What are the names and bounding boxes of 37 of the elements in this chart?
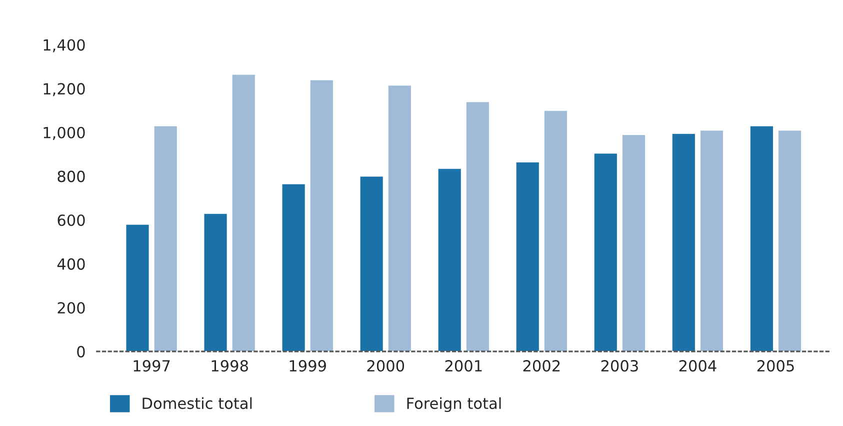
x-tick-label: 2000	[367, 360, 404, 372]
bar	[700, 130, 724, 352]
y-tick-label: 1,200	[44, 83, 85, 96]
x-tick-label: 1998	[212, 360, 248, 372]
x-tick-label: 2001	[445, 360, 482, 372]
bar	[153, 125, 178, 352]
bar	[622, 134, 646, 352]
legend-label: Domestic total	[142, 397, 252, 410]
x-tick-label: 2005	[757, 360, 794, 372]
bar	[750, 125, 774, 352]
bar	[594, 152, 618, 352]
y-tick-label: 400	[57, 258, 85, 270]
x-tick-label: 2004	[679, 360, 716, 372]
bar	[388, 84, 412, 352]
bar	[466, 101, 490, 352]
bar	[232, 74, 256, 352]
bar	[281, 183, 306, 352]
x-tick-label: 1997	[134, 360, 170, 372]
y-tick-label: 1,000	[44, 126, 85, 140]
x-tick-label: 2002	[523, 360, 560, 372]
y-tick-label: 600	[58, 214, 85, 226]
bar	[516, 162, 540, 352]
x-tick-label: 1999	[290, 360, 326, 372]
bar	[672, 133, 696, 352]
y-tick-label: 800	[58, 170, 85, 182]
x-tick-label: 2003	[601, 360, 638, 372]
bar	[544, 110, 568, 352]
bar	[437, 168, 462, 352]
bar	[778, 130, 802, 352]
bar	[310, 79, 334, 352]
y-tick-label: 0	[77, 346, 85, 358]
y-tick-label: 200	[58, 302, 85, 314]
bar	[359, 176, 384, 352]
y-tick-label: 1,400	[44, 39, 85, 52]
legend-label: Foreign total	[407, 397, 501, 412]
bar	[125, 224, 150, 352]
bar	[203, 213, 228, 352]
